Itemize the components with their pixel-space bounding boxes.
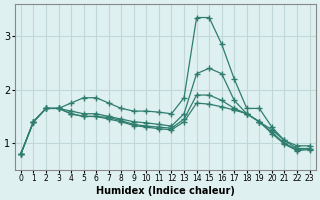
- X-axis label: Humidex (Indice chaleur): Humidex (Indice chaleur): [96, 186, 235, 196]
